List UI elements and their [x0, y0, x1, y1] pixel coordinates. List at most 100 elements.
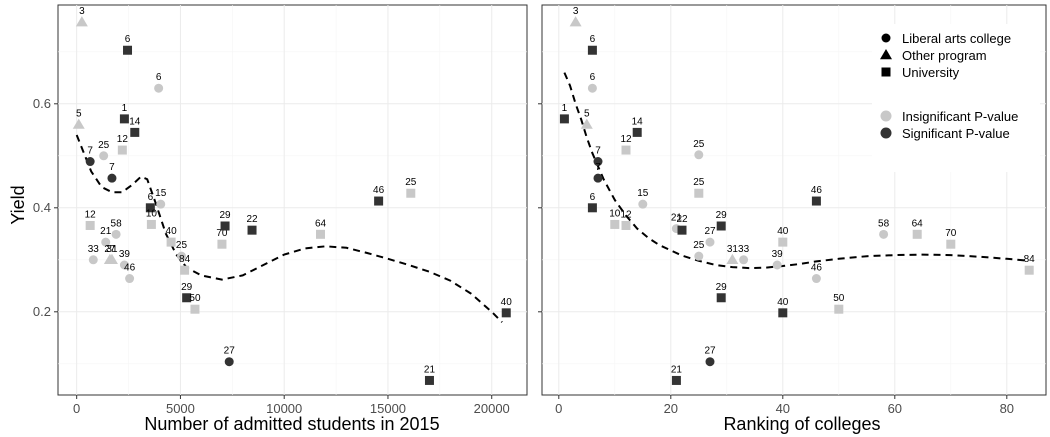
point-triangle [72, 118, 85, 129]
point-label: 10 [609, 208, 621, 219]
point-circle [176, 251, 186, 261]
x-tick-label: 20 [664, 401, 678, 416]
point-label: 22 [246, 214, 258, 225]
point-label: 22 [676, 214, 688, 225]
point-label: 3 [573, 6, 579, 17]
point-label: 84 [179, 254, 191, 265]
point-circle [111, 229, 121, 239]
point-label: 7 [109, 162, 115, 173]
point-label: 5 [584, 109, 590, 120]
point-circle [101, 237, 111, 247]
point-square [946, 239, 956, 249]
point-label: 12 [620, 209, 632, 220]
point-square [316, 229, 326, 239]
point-label: 46 [811, 263, 823, 274]
panel-right-grid [542, 5, 1046, 395]
x-tick-label: 10000 [266, 401, 302, 416]
point-label: 10 [146, 208, 158, 219]
point-label: 6 [590, 34, 596, 45]
point-circle [99, 151, 109, 161]
point-circle [125, 274, 135, 284]
point-label: 1 [562, 103, 568, 114]
point-square [123, 45, 133, 55]
point-label: 40 [501, 297, 513, 308]
point-label: 25 [693, 177, 705, 188]
point-square [217, 239, 227, 249]
point-square [190, 304, 200, 314]
y-tick-label: 0.6 [33, 96, 51, 111]
point-label: 27 [224, 346, 236, 357]
point-label: 25 [693, 139, 705, 150]
point-label: 14 [632, 116, 644, 127]
point-label: 70 [945, 228, 957, 239]
point-square [559, 114, 569, 124]
point-square [621, 145, 631, 155]
point-label: 7 [87, 146, 93, 157]
point-circle [587, 83, 597, 93]
point-label: 29 [716, 210, 728, 221]
panel-left-x-axis-title: Number of admitted students in 2015 [144, 414, 439, 434]
panel-left-x-ticks: 0 5000 10000 15000 20000 [73, 395, 510, 416]
x-tick-label: 15000 [370, 401, 406, 416]
panel-left-smooth-curve [75, 134, 503, 323]
point-square [621, 220, 631, 230]
point-circle [694, 251, 704, 261]
point-circle [224, 357, 234, 367]
point-label: 25 [98, 140, 110, 151]
point-square [166, 237, 176, 247]
point-circle [85, 157, 95, 167]
panel-right-smooth-curve [563, 72, 1030, 270]
point-square [587, 45, 597, 55]
point-triangle [726, 253, 739, 264]
point-triangle [569, 16, 582, 27]
panel-right-x-ticks: 0 20 40 60 80 [555, 395, 1014, 416]
point-circle [593, 157, 603, 167]
point-label: 46 [373, 185, 385, 196]
point-label: 25 [693, 240, 705, 251]
point-label: 29 [181, 282, 193, 293]
point-label: 12 [117, 134, 129, 145]
point-square [716, 221, 726, 231]
point-square [501, 308, 511, 318]
point-square [677, 225, 687, 235]
point-circle [156, 199, 166, 209]
legend-square-icon [881, 67, 891, 77]
point-square [182, 293, 192, 303]
legend-shape-label-1: Other program [902, 48, 987, 63]
point-label: 39 [772, 249, 784, 260]
point-label: 50 [833, 293, 845, 304]
point-label: 46 [811, 185, 823, 196]
panel-left-border [57, 4, 528, 396]
point-label: 29 [219, 210, 231, 221]
x-tick-label: 80 [1000, 401, 1014, 416]
legend-shape-label-0: Liberal arts college [902, 31, 1011, 46]
point-label: 6 [125, 34, 131, 45]
point-circle [694, 150, 704, 160]
point-label: 27 [704, 346, 716, 357]
point-square [180, 265, 190, 275]
point-square [587, 203, 597, 213]
point-square [130, 127, 140, 137]
point-circle [119, 260, 129, 270]
point-label: 6 [590, 72, 596, 83]
point-circle [705, 357, 715, 367]
legend: Liberal arts college Other program Unive… [872, 24, 1040, 172]
point-label: 6 [156, 72, 162, 83]
point-label: 1 [122, 103, 128, 114]
point-square [778, 308, 788, 318]
panel-right-x-axis-title: Ranking of colleges [723, 414, 880, 434]
point-label: 15 [637, 188, 649, 199]
point-square [119, 114, 129, 124]
point-label: 31 [727, 244, 739, 255]
panel-left-y-ticks: 0.2 0.4 0.6 [33, 96, 58, 319]
point-triangle [580, 118, 593, 129]
point-label: 27 [704, 226, 716, 237]
y-tick-label: 0.4 [33, 200, 51, 215]
panel-right-y-ticks [538, 103, 542, 313]
point-square [1024, 265, 1034, 275]
point-square [146, 219, 156, 229]
point-square [671, 375, 681, 385]
